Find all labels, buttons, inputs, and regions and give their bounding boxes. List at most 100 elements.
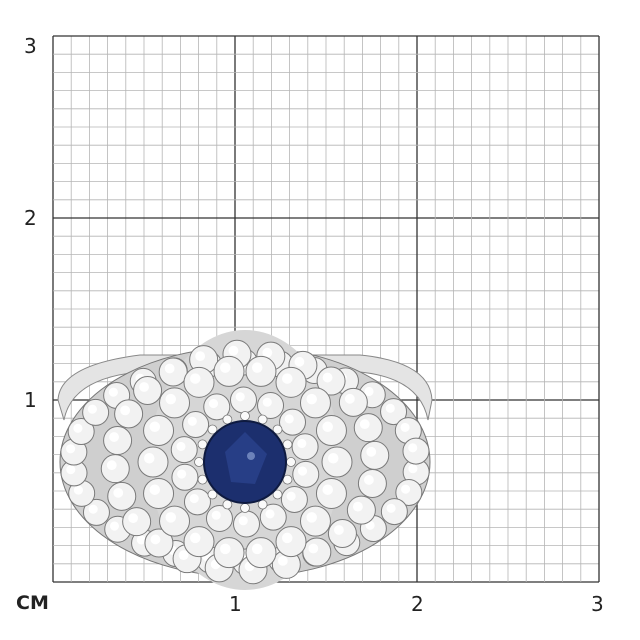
diamond: [82, 498, 110, 526]
diamond-sparkle: [401, 484, 411, 494]
diamond-sparkle: [149, 421, 161, 433]
diamond: [280, 485, 308, 513]
prong: [240, 503, 250, 513]
diamond: [213, 355, 245, 387]
sapphire-highlight: [247, 452, 255, 460]
prong: [272, 489, 283, 500]
diamond: [291, 433, 319, 461]
diamond: [159, 387, 191, 419]
diamond-sparkle: [128, 513, 139, 524]
x-tick-2: 2: [411, 592, 424, 616]
diamond: [259, 503, 287, 531]
diamond: [245, 355, 277, 387]
diamond: [315, 415, 347, 447]
diamond-sparkle: [120, 405, 131, 416]
diamond: [171, 463, 199, 491]
diamond: [316, 366, 346, 396]
diamond-sparkle: [238, 516, 248, 526]
diamond-sparkle: [352, 501, 363, 512]
diamond-sparkle: [306, 512, 317, 523]
diamond: [353, 413, 383, 443]
diamond-sparkle: [195, 351, 206, 362]
prong: [207, 489, 218, 500]
diamond: [338, 387, 368, 417]
diamond: [229, 386, 257, 414]
diamond: [159, 505, 191, 537]
diamond: [360, 440, 390, 470]
diamond: [133, 375, 163, 405]
diamond: [346, 495, 376, 525]
diamond: [395, 478, 423, 506]
diamond: [380, 398, 408, 426]
diamond-sparkle: [308, 543, 319, 554]
diamond-sparkle: [344, 393, 355, 404]
diamond-sparkle: [139, 382, 149, 392]
diamond-sparkle: [164, 363, 175, 374]
prong: [272, 424, 283, 435]
diamond: [315, 477, 347, 509]
diamond-sparkle: [113, 487, 124, 498]
diamond: [107, 481, 137, 511]
diamond: [144, 528, 174, 558]
y-tick-2: 2: [24, 206, 37, 230]
ring-image: [57, 330, 433, 590]
diamond-sparkle: [190, 532, 201, 544]
diamond-sparkle: [328, 453, 339, 464]
diamond: [114, 399, 144, 429]
diamond-sparkle: [66, 444, 76, 454]
diamond: [233, 510, 261, 538]
prong: [194, 457, 204, 467]
diamond-sparkle: [220, 543, 231, 555]
diamond-sparkle: [322, 372, 333, 383]
diamond: [143, 477, 175, 509]
diamond-sparkle: [385, 403, 395, 413]
diamond-sparkle: [282, 373, 293, 384]
diamond: [143, 415, 175, 447]
diamond-sparkle: [88, 504, 98, 514]
x-tick-3: 3: [591, 592, 604, 616]
diamond: [327, 519, 357, 549]
diamond-sparkle: [87, 404, 97, 414]
diamond-sparkle: [286, 491, 296, 501]
diamond-sparkle: [108, 387, 118, 397]
diamond-sparkle: [73, 485, 83, 495]
diamond-sparkle: [178, 550, 189, 561]
diamond-sparkle: [73, 423, 83, 433]
diamond-sparkle: [297, 466, 308, 476]
diamond: [103, 426, 133, 456]
diamond: [82, 398, 110, 426]
diamond-sparkle: [282, 532, 293, 544]
diamond: [321, 446, 353, 478]
prong: [240, 411, 250, 421]
diamond-sparkle: [235, 392, 245, 402]
diamond-sparkle: [408, 464, 418, 474]
diamond: [182, 411, 210, 439]
diamond: [100, 454, 130, 484]
diamond-sparkle: [322, 421, 333, 433]
diamond-sparkle: [136, 535, 146, 545]
diamond: [183, 526, 215, 558]
diamond: [183, 488, 211, 516]
diamond-sparkle: [322, 484, 333, 495]
diamond: [137, 446, 169, 478]
diamond: [203, 393, 231, 421]
diamond: [257, 392, 285, 420]
diamond-sparkle: [334, 525, 344, 535]
prong: [286, 457, 296, 467]
diamond: [205, 504, 233, 532]
diamond-sparkle: [386, 503, 396, 513]
diamond: [302, 537, 332, 567]
diamond-sparkle: [190, 373, 201, 384]
diamond-sparkle: [297, 438, 307, 449]
diamond-sparkle: [109, 432, 119, 442]
diamond-sparkle: [408, 443, 418, 453]
diamond-sparkle: [150, 534, 161, 545]
diamond: [380, 498, 408, 526]
diamond-sparkle: [400, 422, 410, 432]
prong: [207, 424, 218, 435]
diamond: [275, 366, 307, 398]
y-tick-1: 1: [24, 388, 37, 412]
diamond-sparkle: [187, 416, 197, 426]
diamond-sparkle: [228, 345, 239, 356]
